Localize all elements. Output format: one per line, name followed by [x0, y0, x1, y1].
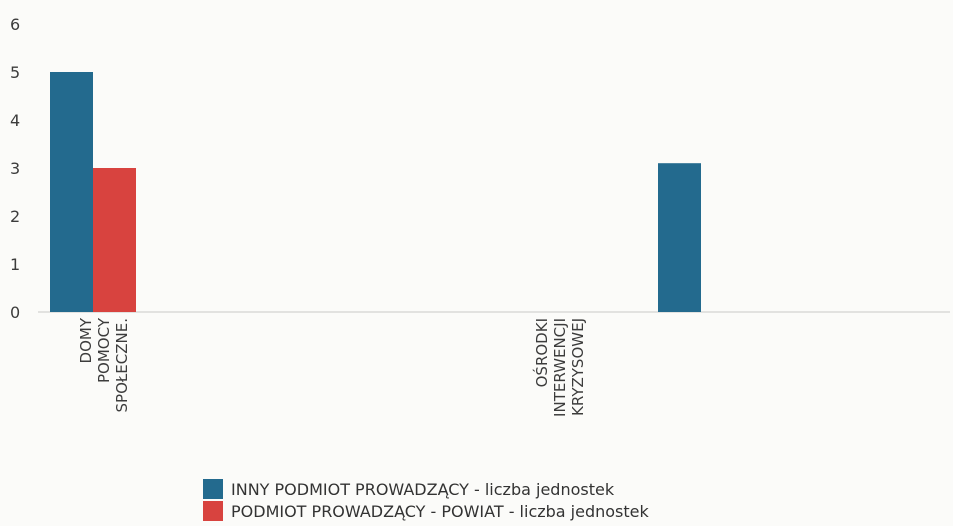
legend-swatch-powiat: [203, 501, 223, 521]
y-tick-label-5: 5: [10, 63, 20, 82]
category-label-3-line-1: INTERWENCJI: [551, 318, 569, 417]
category-label-0-line-2: SPOŁECZNE.: [113, 318, 131, 413]
legend-swatch-inny: [203, 479, 223, 499]
y-tick-label-4: 4: [10, 111, 20, 130]
y-tick-label-3: 3: [10, 159, 20, 178]
legend-label-inny: INNY PODMIOT PROWADZĄCY - liczba jednost…: [231, 479, 615, 499]
legend-item-inny[interactable]: INNY PODMIOT PROWADZĄCY - liczba jednost…: [203, 478, 649, 500]
category-label-0-line-1: POMOCY: [95, 317, 113, 383]
y-tick-label-0: 0: [10, 303, 20, 322]
y-tick-label-2: 2: [10, 207, 20, 226]
category-label-3-line-2: KRYZYSOWEJ: [569, 318, 587, 416]
legend-label-powiat: PODMIOT PROWADZĄCY - POWIAT - liczba jed…: [231, 501, 649, 521]
bar-s0-c4: [658, 163, 701, 312]
bar-s1-c0: [93, 168, 136, 312]
legend: INNY PODMIOT PROWADZĄCY - liczba jednost…: [203, 478, 649, 522]
y-tick-label-1: 1: [10, 255, 20, 274]
category-label-3-line-0: OŚRODKI: [532, 318, 551, 387]
category-label-0-line-0: DOMY: [77, 317, 95, 363]
y-tick-label-6: 6: [10, 15, 20, 34]
bar-s0-c0: [50, 72, 93, 312]
legend-item-powiat[interactable]: PODMIOT PROWADZĄCY - POWIAT - liczba jed…: [203, 500, 649, 522]
